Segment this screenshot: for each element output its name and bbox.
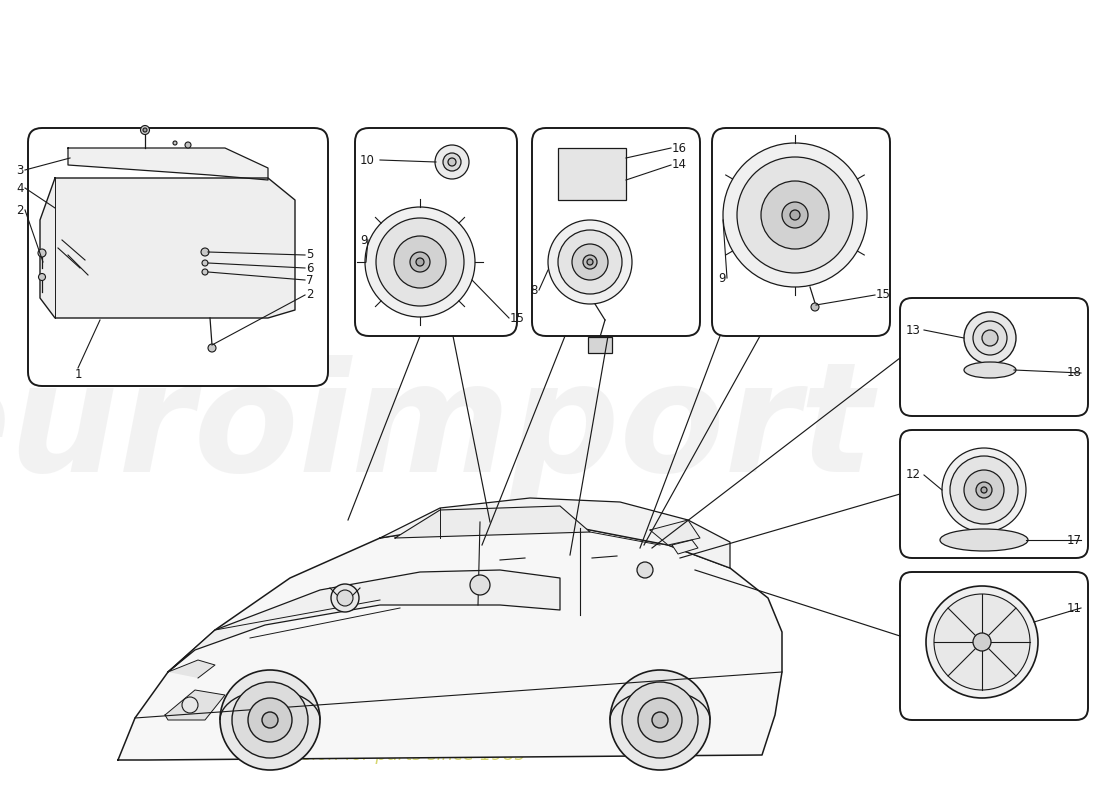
Polygon shape — [168, 570, 560, 672]
Circle shape — [337, 590, 353, 606]
Text: 9: 9 — [360, 234, 367, 246]
Polygon shape — [118, 522, 782, 760]
Circle shape — [39, 249, 46, 257]
Text: 5: 5 — [306, 249, 313, 262]
Circle shape — [248, 698, 292, 742]
FancyBboxPatch shape — [900, 298, 1088, 416]
Circle shape — [974, 633, 991, 651]
Circle shape — [232, 682, 308, 758]
Circle shape — [416, 258, 424, 266]
Circle shape — [558, 230, 622, 294]
Polygon shape — [40, 178, 295, 318]
Ellipse shape — [964, 362, 1016, 378]
Circle shape — [761, 181, 829, 249]
Circle shape — [638, 698, 682, 742]
FancyBboxPatch shape — [532, 128, 700, 336]
Text: 17: 17 — [1067, 534, 1082, 546]
Text: 4: 4 — [16, 182, 24, 194]
Circle shape — [976, 482, 992, 498]
Circle shape — [610, 670, 710, 770]
Circle shape — [443, 153, 461, 171]
Circle shape — [926, 586, 1038, 698]
Circle shape — [365, 207, 475, 317]
Circle shape — [950, 456, 1018, 524]
Polygon shape — [168, 660, 214, 678]
Text: 9: 9 — [718, 271, 726, 285]
FancyBboxPatch shape — [712, 128, 890, 336]
Circle shape — [448, 158, 456, 166]
Circle shape — [548, 220, 632, 304]
Circle shape — [182, 697, 198, 713]
Polygon shape — [672, 540, 698, 554]
FancyBboxPatch shape — [900, 572, 1088, 720]
Circle shape — [201, 248, 209, 256]
Text: 12: 12 — [906, 469, 921, 482]
Circle shape — [790, 210, 800, 220]
Circle shape — [470, 575, 490, 595]
Circle shape — [621, 682, 698, 758]
Circle shape — [39, 274, 45, 281]
Text: 18: 18 — [1067, 366, 1082, 379]
Text: 7: 7 — [306, 274, 313, 286]
Circle shape — [202, 269, 208, 275]
Circle shape — [376, 218, 464, 306]
Bar — [588, 337, 612, 353]
Circle shape — [185, 142, 191, 148]
Circle shape — [143, 128, 147, 132]
Circle shape — [331, 584, 359, 612]
Text: 8: 8 — [530, 283, 538, 297]
Circle shape — [262, 712, 278, 728]
Circle shape — [782, 202, 808, 228]
Text: 1: 1 — [75, 369, 81, 382]
Circle shape — [587, 259, 593, 265]
Polygon shape — [650, 520, 700, 545]
Text: 6: 6 — [306, 262, 313, 274]
FancyBboxPatch shape — [28, 128, 328, 386]
Circle shape — [434, 145, 469, 179]
Circle shape — [394, 236, 446, 288]
Text: 2: 2 — [16, 203, 24, 217]
Polygon shape — [379, 498, 730, 568]
Circle shape — [723, 143, 867, 287]
Circle shape — [141, 126, 150, 134]
Circle shape — [208, 344, 216, 352]
Circle shape — [811, 303, 819, 311]
Text: 15: 15 — [510, 311, 525, 325]
Circle shape — [964, 470, 1004, 510]
Text: 2: 2 — [306, 289, 313, 302]
Text: 16: 16 — [672, 142, 688, 154]
Text: 11: 11 — [1067, 602, 1082, 614]
Circle shape — [202, 260, 208, 266]
Circle shape — [934, 594, 1030, 690]
Text: 15: 15 — [876, 289, 891, 302]
FancyBboxPatch shape — [355, 128, 517, 336]
Text: 13: 13 — [906, 323, 921, 337]
Polygon shape — [395, 506, 590, 538]
Text: 10: 10 — [360, 154, 375, 166]
Circle shape — [173, 141, 177, 145]
Circle shape — [942, 448, 1026, 532]
Circle shape — [974, 321, 1006, 355]
Circle shape — [982, 330, 998, 346]
Circle shape — [220, 670, 320, 770]
Text: a passion for parts since 1985: a passion for parts since 1985 — [254, 746, 526, 764]
Circle shape — [737, 157, 852, 273]
Bar — [558, 148, 626, 200]
Circle shape — [410, 252, 430, 272]
Circle shape — [572, 244, 608, 280]
Circle shape — [637, 562, 653, 578]
Polygon shape — [68, 148, 268, 180]
Circle shape — [583, 255, 597, 269]
Polygon shape — [165, 690, 226, 720]
Text: euroimport: euroimport — [0, 355, 873, 505]
Text: 14: 14 — [672, 158, 688, 171]
Text: 3: 3 — [16, 163, 24, 177]
Circle shape — [981, 487, 987, 493]
FancyBboxPatch shape — [900, 430, 1088, 558]
Ellipse shape — [940, 529, 1028, 551]
Circle shape — [964, 312, 1016, 364]
Circle shape — [652, 712, 668, 728]
